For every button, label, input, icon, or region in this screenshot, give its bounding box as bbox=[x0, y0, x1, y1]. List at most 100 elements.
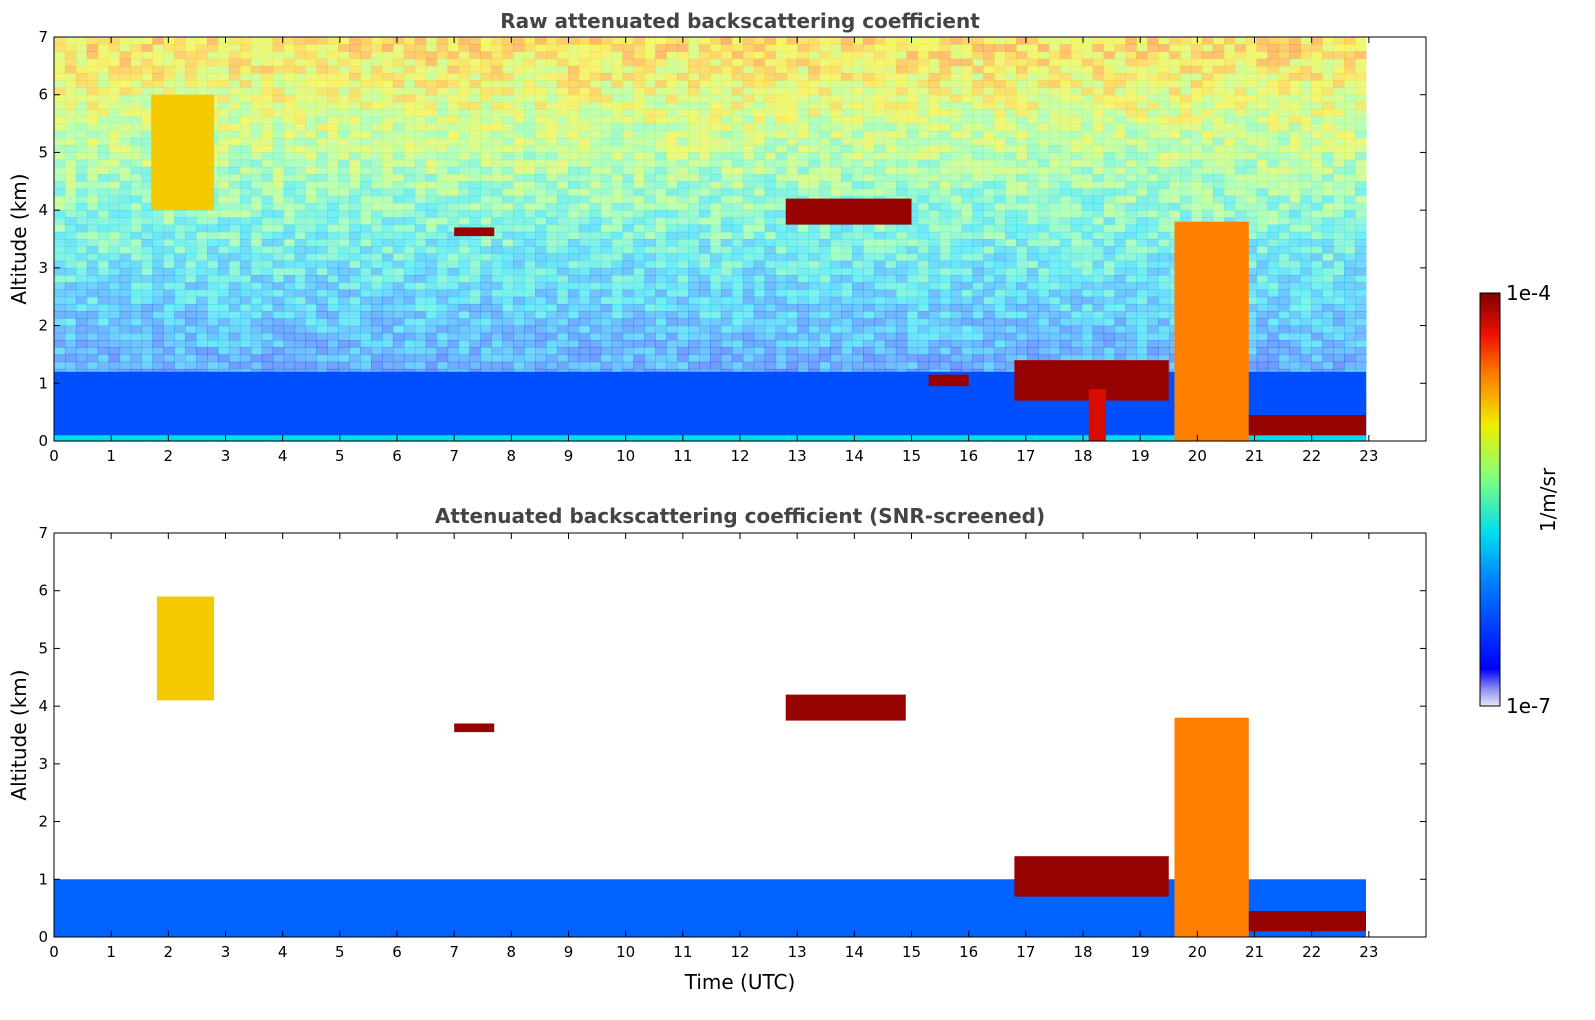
raw-background-cell bbox=[720, 303, 733, 312]
raw-background-cell bbox=[108, 152, 121, 161]
raw-background-cell bbox=[425, 152, 438, 161]
raw-background-cell bbox=[524, 296, 536, 305]
raw-background-cell bbox=[305, 174, 317, 182]
raw-background-cell bbox=[480, 267, 492, 276]
raw-background-cell bbox=[994, 87, 1006, 96]
raw-background-cell bbox=[381, 354, 394, 363]
raw-background-cell bbox=[764, 152, 777, 161]
raw-background-cell bbox=[436, 231, 449, 240]
raw-background-cell bbox=[371, 267, 383, 276]
raw-background-cell bbox=[283, 116, 296, 125]
raw-background-cell bbox=[830, 101, 842, 110]
raw-background-cell bbox=[819, 123, 831, 132]
raw-background-cell bbox=[218, 51, 230, 60]
raw-background-cell bbox=[491, 296, 503, 305]
raw-background-cell bbox=[928, 224, 941, 233]
raw-background-cell bbox=[720, 123, 733, 132]
raw-background-cell bbox=[228, 239, 241, 247]
raw-background-cell bbox=[381, 94, 394, 103]
raw-background-cell bbox=[545, 58, 558, 67]
raw-background-cell bbox=[655, 296, 667, 305]
raw-background-cell bbox=[371, 51, 383, 60]
raw-background-cell bbox=[797, 260, 809, 269]
raw-background-cell bbox=[873, 275, 886, 283]
raw-background-cell bbox=[447, 166, 460, 175]
raw-background-cell bbox=[316, 181, 328, 190]
raw-background-cell bbox=[392, 138, 405, 146]
raw-background-cell bbox=[54, 188, 66, 197]
raw-background-cell bbox=[349, 195, 361, 204]
raw-background-cell bbox=[491, 224, 503, 233]
raw-background-cell bbox=[239, 311, 252, 319]
raw-background-cell bbox=[436, 65, 449, 74]
raw-background-cell bbox=[895, 58, 908, 67]
raw-background-cell bbox=[491, 253, 503, 262]
raw-background-cell bbox=[447, 44, 460, 53]
raw-background-cell bbox=[436, 340, 449, 348]
raw-background-cell bbox=[764, 340, 777, 348]
raw-background-cell bbox=[830, 87, 842, 96]
raw-background-cell bbox=[852, 347, 864, 356]
raw-background-cell bbox=[86, 267, 99, 276]
raw-background-cell bbox=[688, 239, 700, 247]
raw-background-cell bbox=[218, 123, 230, 132]
raw-background-cell bbox=[545, 275, 558, 283]
raw-background-cell bbox=[491, 123, 503, 132]
raw-background-cell bbox=[545, 116, 558, 125]
raw-background-cell bbox=[775, 138, 788, 146]
raw-background-cell bbox=[873, 58, 886, 67]
raw-background-cell bbox=[381, 202, 394, 211]
raw-background-cell bbox=[250, 267, 263, 276]
raw-background-cell bbox=[261, 37, 274, 45]
raw-background-cell bbox=[994, 347, 1006, 356]
raw-background-cell bbox=[425, 231, 438, 240]
raw-background-cell bbox=[414, 109, 427, 117]
raw-background-cell bbox=[239, 159, 252, 168]
raw-background-cell bbox=[338, 239, 350, 247]
raw-background-cell bbox=[1016, 303, 1028, 312]
raw-background-cell bbox=[939, 44, 952, 53]
raw-background-cell bbox=[775, 145, 788, 154]
raw-background-cell bbox=[392, 210, 405, 218]
raw-background-cell bbox=[731, 181, 744, 190]
raw-background-cell bbox=[906, 130, 919, 139]
raw-background-cell bbox=[753, 188, 766, 197]
raw-background-cell bbox=[218, 159, 230, 168]
raw-background-cell bbox=[305, 361, 317, 370]
raw-background-cell bbox=[403, 80, 416, 89]
raw-background-cell bbox=[994, 325, 1006, 334]
raw-background-cell bbox=[578, 145, 591, 154]
raw-background-cell bbox=[108, 239, 121, 247]
raw-background-cell bbox=[97, 87, 110, 96]
raw-background-cell bbox=[414, 37, 427, 45]
raw-background-cell bbox=[709, 253, 722, 262]
raw-background-cell bbox=[64, 188, 77, 197]
raw-background-cell bbox=[567, 224, 580, 233]
raw-background-cell bbox=[447, 159, 460, 168]
raw-background-cell bbox=[939, 246, 952, 255]
raw-background-cell bbox=[141, 181, 153, 190]
raw-background-cell bbox=[218, 340, 230, 348]
raw-background-cell bbox=[622, 37, 635, 45]
raw-background-cell bbox=[688, 116, 700, 125]
raw-background-cell bbox=[928, 296, 941, 305]
raw-background-cell bbox=[86, 253, 99, 262]
raw-background-cell bbox=[305, 296, 317, 305]
raw-background-cell bbox=[447, 37, 460, 45]
raw-background-cell bbox=[502, 354, 514, 363]
raw-background-cell bbox=[939, 231, 952, 240]
raw-background-cell bbox=[775, 210, 788, 218]
raw-background-cell bbox=[75, 37, 88, 45]
raw-background-cell bbox=[174, 51, 186, 60]
raw-background-cell bbox=[731, 289, 744, 298]
raw-background-cell bbox=[797, 166, 809, 175]
raw-background-cell bbox=[316, 130, 328, 139]
raw-background-cell bbox=[239, 296, 252, 305]
raw-background-cell bbox=[196, 332, 208, 341]
raw-background-cell bbox=[491, 361, 503, 370]
raw-background-cell bbox=[316, 224, 328, 233]
raw-background-cell bbox=[425, 267, 438, 276]
raw-background-cell bbox=[753, 80, 766, 89]
raw-background-cell bbox=[86, 87, 99, 96]
raw-background-cell bbox=[261, 94, 274, 103]
